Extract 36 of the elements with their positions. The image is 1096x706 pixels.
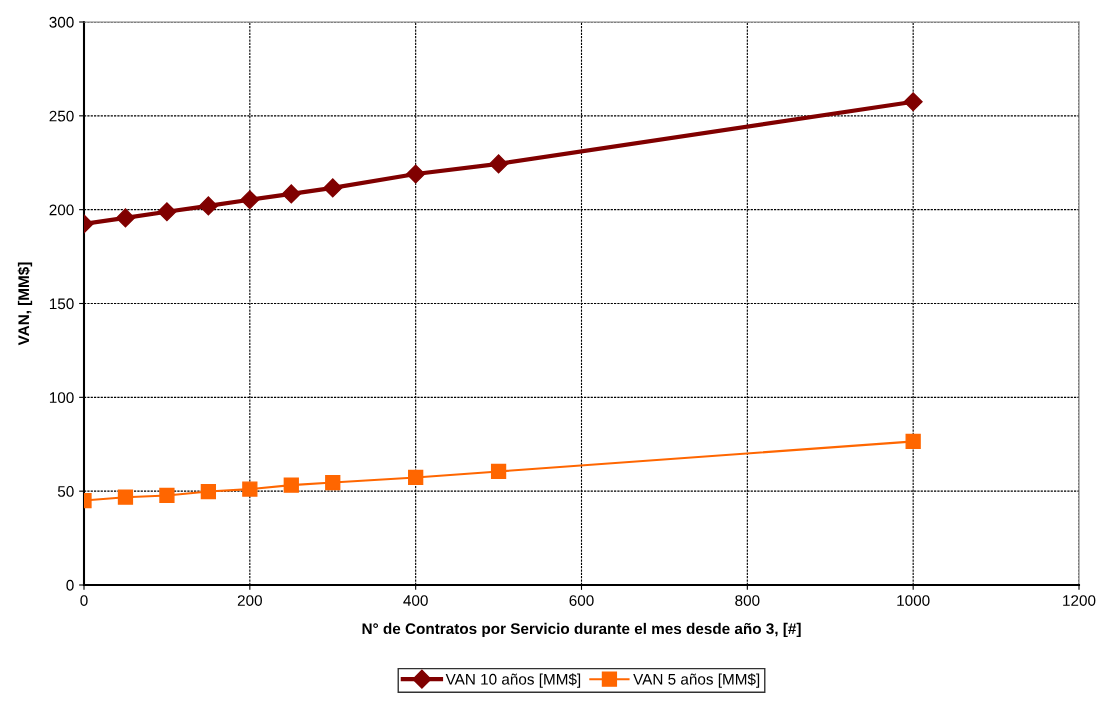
y-tick-label: 100: [49, 392, 74, 404]
x-tick-label: 200: [237, 595, 262, 606]
point: [323, 178, 343, 198]
point: [408, 469, 424, 486]
x-tick-label: 0: [80, 595, 88, 606]
point: [489, 154, 509, 174]
x-tick-label: 800: [735, 595, 760, 606]
point: [242, 481, 258, 497]
x-tick-label: 1000: [897, 595, 930, 606]
point: [200, 483, 217, 500]
point: [903, 92, 923, 112]
point: [240, 190, 260, 210]
point: [157, 202, 177, 222]
point: [325, 474, 341, 491]
point: [117, 489, 134, 505]
x-tick-label: 600: [569, 595, 594, 606]
point: [198, 196, 218, 216]
point: [905, 433, 921, 450]
y-tick-label: 150: [49, 298, 74, 310]
y-tick-label: 50: [57, 486, 74, 497]
point: [406, 164, 426, 184]
point: [281, 184, 301, 204]
y-axis-title: VAN, [MM$]: [17, 262, 33, 346]
x-tick-label: 400: [403, 595, 428, 606]
y-tick-label: 300: [49, 16, 74, 28]
y-tick-label: 0: [66, 579, 74, 591]
y-tick-label: 250: [49, 110, 74, 122]
x-tick-label: 1200: [1063, 595, 1096, 606]
x-axis-title: N° de Contratos por Servicio durante el mes desde año 3, [#]: [362, 622, 801, 638]
y-tick-label: 200: [49, 204, 74, 216]
legend-label: VAN 5 años [MM$]: [633, 673, 760, 688]
point: [490, 463, 507, 480]
point: [115, 208, 135, 228]
legend-label: VAN 10 años [MM$]: [445, 673, 581, 688]
point: [159, 487, 175, 504]
point: [283, 477, 299, 493]
